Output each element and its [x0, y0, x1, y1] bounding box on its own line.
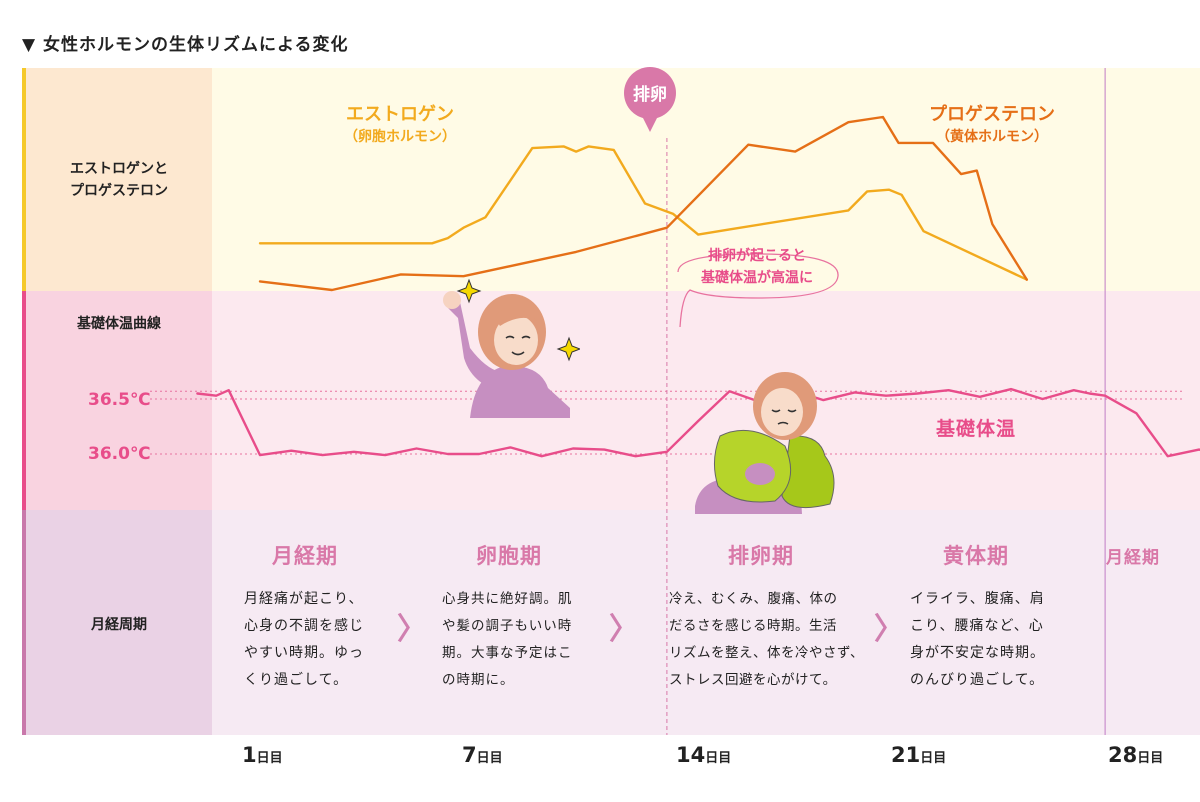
cycle-row-label: 月経周期 — [91, 617, 147, 633]
day-tick-1: 1日目 — [242, 743, 283, 767]
day-tick-num: 1 — [242, 743, 257, 767]
bbt-note-line1: 排卵が起こると — [708, 248, 806, 264]
bbt-line — [196, 387, 1200, 458]
chevron-right-icon: 〉 — [874, 612, 904, 647]
day-tick-unit: 日目 — [1137, 751, 1164, 766]
phase-desc-luteal: イライラ、腹痛、肩 こり、腰痛など、心 身が不安定な時期。 のんびり過ごして。 — [910, 586, 1045, 694]
bbt-band-label-bg — [22, 291, 212, 510]
chevron-right-icon: 〉 — [397, 612, 427, 647]
phase-desc-ovulation: 冷え、むくみ、腹痛、体の だるさを感じる時期。生活 リズムを整え、体を冷やさず、… — [669, 586, 864, 694]
estrogen-line — [258, 145, 1029, 281]
estrogen-subname: （卵胞ホルモン） — [344, 129, 456, 145]
cycle-band-bg — [212, 510, 1200, 735]
phase-title-menstrual-2: 月経期 — [1106, 548, 1160, 568]
temp-tick-36-5: 36.5℃ — [88, 390, 151, 410]
desc-line: 心身共に絶好調。肌 — [442, 591, 573, 607]
desc-line: 冷え、むくみ、腹痛、体の — [669, 591, 838, 607]
desc-line: 月経痛が起こり、 — [244, 591, 364, 607]
bbt-band-bg — [212, 291, 1200, 510]
desc-line: のんびり過ごして。 — [910, 672, 1045, 688]
day-tick-num: 28 — [1108, 743, 1138, 767]
progesterone-line — [258, 115, 1029, 292]
desc-line: こり、腰痛など、心 — [910, 618, 1044, 634]
desc-line: 身が不安定な時期。 — [910, 645, 1045, 661]
phase-desc-follicular: 心身共に絶好調。肌 や髪の調子もいい時 期。大事な予定はこ の時期に。 — [442, 586, 573, 694]
day-tick-unit: 日目 — [920, 751, 947, 766]
desc-line: の時期に。 — [442, 672, 515, 688]
desc-line: くり過ごして。 — [244, 672, 349, 688]
bbt-note: 排卵が起こると 基礎体温が高温に — [682, 245, 832, 289]
desc-line: だるさを感じる時期。生活 — [669, 618, 837, 634]
desc-line: やすい時期。ゆっ — [244, 645, 364, 661]
happy-woman-icon — [443, 278, 580, 418]
day-tick-unit: 日目 — [476, 751, 503, 766]
progesterone-name: プロゲステロン — [929, 104, 1055, 125]
page-title: ▼ 女性ホルモンの生体リズムによる変化 — [22, 35, 349, 55]
day-tick-unit: 日目 — [256, 751, 283, 766]
phase-title-ovulation: 排卵期 — [728, 544, 794, 568]
chevron-right-icon: 〉 — [609, 612, 639, 647]
phase-title-follicular: 卵胞期 — [476, 544, 542, 568]
cycle-accent-bar — [22, 510, 26, 735]
hormones-row-label: エストロゲンと プロゲステロン — [26, 158, 212, 202]
hormones-row-label-line2: プロゲステロン — [70, 183, 168, 199]
desc-line: ストレス回避を心がけて。 — [669, 672, 837, 688]
day-tick-28: 28日目 — [1108, 743, 1163, 767]
day-tick-num: 21 — [891, 743, 921, 767]
bbt-row-label: 基礎体温曲線 — [77, 316, 161, 332]
desc-line: 心身の不調を感じ — [244, 618, 364, 634]
phase-title-luteal: 黄体期 — [943, 544, 1009, 568]
bbt-series-label: 基礎体温 — [936, 418, 1017, 440]
bbt-accent-bar — [22, 291, 26, 510]
hormone-accent-bar — [22, 68, 26, 291]
day-tick-14: 14日目 — [676, 743, 731, 767]
progesterone-subname: （黄体ホルモン） — [936, 129, 1048, 145]
ovulation-marker — [624, 67, 676, 132]
tired-woman-with-pillow-icon — [695, 372, 835, 514]
phase-desc-menstrual: 月経痛が起こり、 心身の不調を感じ やすい時期。ゆっ くり過ごして。 — [244, 586, 364, 694]
day-tick-7: 7日目 — [462, 743, 503, 767]
desc-line: イライラ、腹痛、肩 — [910, 591, 1045, 607]
day-tick-num: 7 — [462, 743, 477, 767]
desc-line: や髪の調子もいい時 — [442, 618, 573, 634]
hormones-row-label-line1: エストロゲンと — [70, 161, 168, 177]
day-tick-21: 21日目 — [891, 743, 946, 767]
estrogen-name: エストロゲン — [346, 104, 454, 125]
estrogen-label: エストロゲン （卵胞ホルモン） — [330, 104, 470, 148]
day-tick-unit: 日目 — [705, 751, 732, 766]
bbt-note-bubble — [677, 253, 839, 328]
hormone-band-label-bg — [22, 68, 212, 291]
hormone-band-bg — [212, 68, 1200, 291]
temp-tick-36-0: 36.0℃ — [88, 444, 151, 464]
desc-line: リズムを整え、体を冷やさず、 — [669, 645, 865, 661]
cycle-band-label-bg — [22, 510, 212, 735]
phase-title-menstrual: 月経期 — [272, 544, 338, 568]
ovulation-marker-label: 排卵 — [633, 85, 667, 105]
day-tick-num: 14 — [676, 743, 706, 767]
progesterone-label: プロゲステロン （黄体ホルモン） — [912, 104, 1072, 148]
desc-line: 期。大事な予定はこ — [442, 645, 573, 661]
bbt-note-line2: 基礎体温が高温に — [701, 270, 813, 286]
